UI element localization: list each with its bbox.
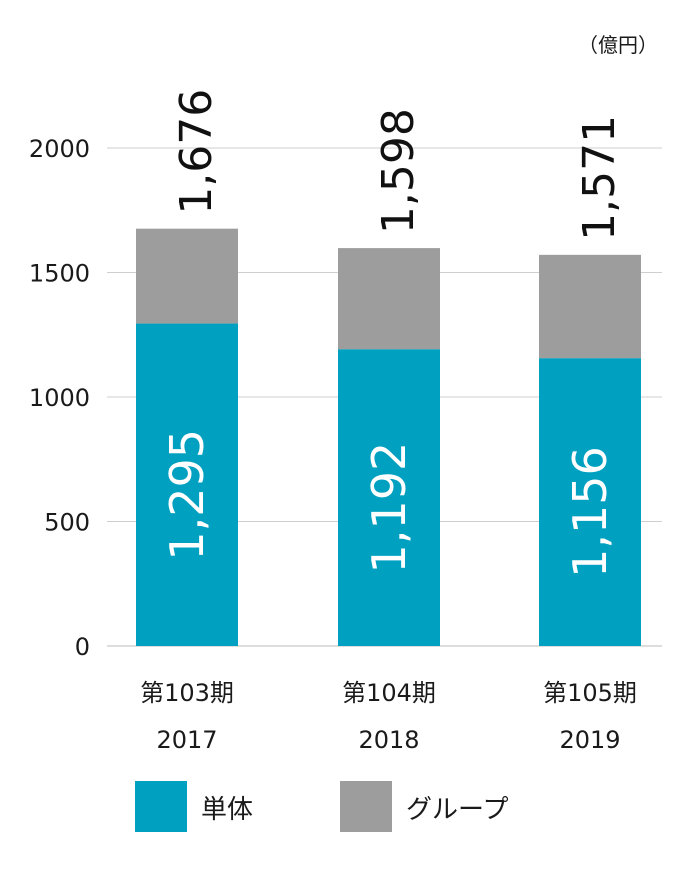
y-tick-label: 0: [75, 633, 90, 661]
category-year-label: 2017: [156, 726, 217, 754]
legend-label-group: グループ: [406, 795, 508, 825]
legend: 単体 グループ: [135, 781, 508, 832]
category-period-label: 第105期: [543, 679, 637, 707]
y-axis-ticks: 0 500 1000 1500 2000: [29, 135, 90, 661]
bars: 1,295 1,676 1,192 1,598 1,156 1,571: [136, 89, 641, 646]
y-tick-label: 1500: [29, 260, 90, 288]
y-tick-label: 2000: [29, 135, 90, 163]
bar-segment-group: [539, 254, 641, 359]
bar-segment-single: [136, 323, 238, 646]
unit-label: （億円）: [578, 33, 658, 57]
segment-value-label: 1,295: [160, 429, 214, 561]
total-value-label: 1,598: [373, 108, 424, 234]
total-value-label: 1,571: [574, 115, 625, 241]
bar-segment-single: [539, 358, 641, 646]
bar-segment-group: [338, 248, 440, 350]
legend-swatch-group: [340, 781, 392, 832]
legend-label-single: 単体: [201, 795, 253, 825]
category-year-label: 2019: [559, 726, 620, 754]
category-period-label: 第103期: [140, 679, 234, 707]
bar-segment-group: [136, 228, 238, 324]
category-period-label: 第104期: [342, 679, 436, 707]
y-tick-label: 1000: [29, 384, 90, 412]
total-value-label: 1,676: [171, 89, 222, 215]
legend-swatch-single: [135, 781, 187, 832]
category-year-label: 2018: [358, 726, 419, 754]
segment-value-label: 1,192: [362, 442, 416, 574]
x-axis-categories: 第103期 2017 第104期 2018 第105期 2019: [140, 679, 637, 754]
bar-segment-single: [338, 349, 440, 646]
segment-value-label: 1,156: [563, 446, 617, 578]
y-tick-label: 500: [44, 509, 90, 537]
